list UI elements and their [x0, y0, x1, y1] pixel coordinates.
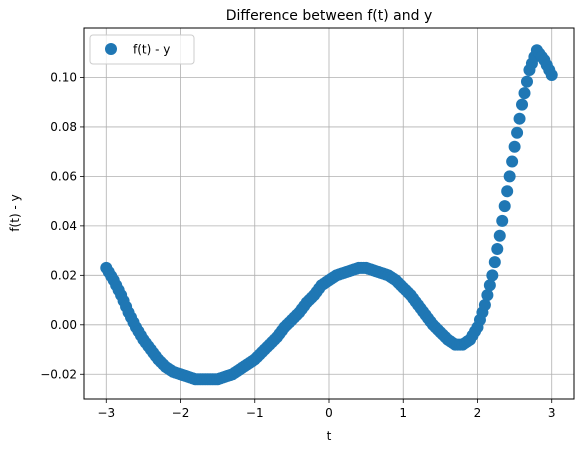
y-tick-label: 0.06: [50, 169, 77, 183]
data-point: [501, 185, 514, 198]
x-tick-label: 0: [325, 406, 333, 420]
y-axis-label: f(t) - y: [8, 194, 22, 231]
x-tick-label: −2: [172, 406, 190, 420]
x-tick-label: 1: [399, 406, 407, 420]
data-point: [520, 75, 533, 88]
data-point: [496, 214, 509, 227]
x-tick-label: 2: [474, 406, 482, 420]
legend-box: [89, 34, 195, 65]
y-tick-label: 0.10: [50, 70, 77, 84]
y-ticks: −0.02 0.00 0.02 0.04 0.06 0.08 0.10: [40, 70, 84, 381]
x-tick-label: −1: [246, 406, 264, 420]
data-point: [493, 229, 506, 242]
data-point: [513, 112, 526, 125]
y-tick-label: 0.08: [50, 120, 77, 134]
data-point: [481, 289, 494, 302]
data-point: [491, 242, 504, 255]
x-tick-label: 3: [548, 406, 556, 420]
data-point: [508, 140, 521, 153]
data-point: [545, 68, 558, 81]
data-point: [483, 279, 496, 292]
chart-title: Difference between f(t) and y: [226, 8, 432, 24]
y-tick-label: −0.02: [40, 367, 77, 381]
x-ticks: −3 −2 −1 0 1 2 3: [97, 399, 556, 420]
data-point: [506, 155, 519, 168]
data-point: [488, 256, 501, 269]
x-tick-label: −3: [97, 406, 115, 420]
scatter-points: [100, 44, 558, 386]
data-point: [511, 126, 524, 139]
x-axis-label: t: [327, 429, 332, 443]
y-tick-label: 0.00: [50, 318, 77, 332]
y-tick-label: 0.04: [50, 219, 77, 233]
data-point: [478, 299, 491, 312]
data-point: [486, 269, 499, 282]
data-point: [516, 98, 529, 111]
grid-lines: [84, 28, 574, 399]
data-point: [518, 87, 531, 100]
legend: f(t) - y: [89, 34, 195, 65]
data-point: [503, 170, 516, 183]
legend-marker: [105, 43, 117, 55]
y-tick-label: 0.02: [50, 268, 77, 282]
legend-label: f(t) - y: [133, 43, 170, 57]
data-point: [498, 200, 511, 213]
